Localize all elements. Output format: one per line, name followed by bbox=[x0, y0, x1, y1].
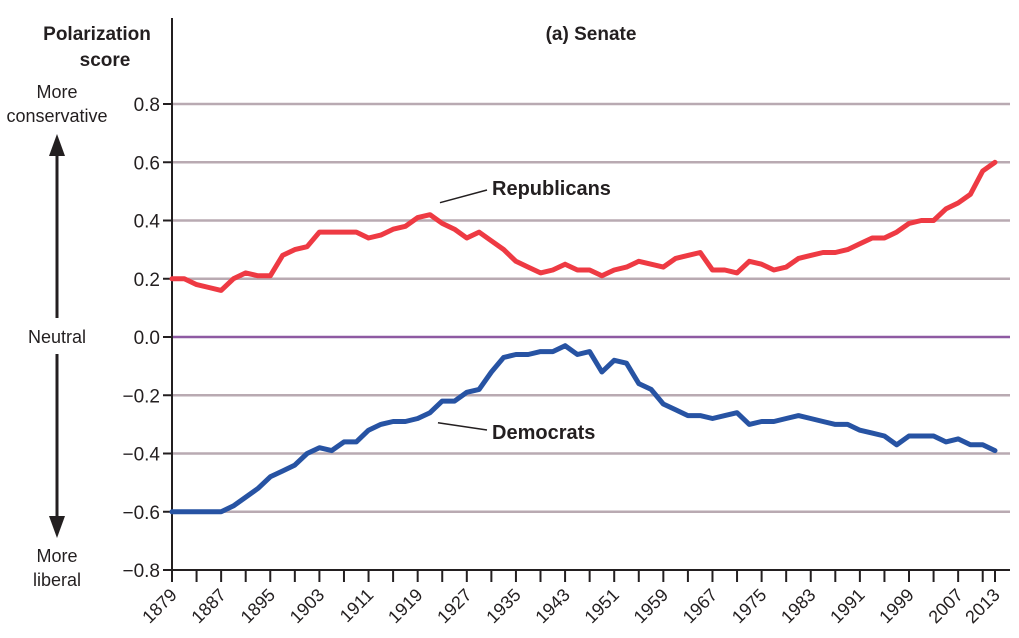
annotation-leader-democrats bbox=[438, 423, 487, 430]
gridlines bbox=[172, 18, 1010, 571]
y-tick-label: 0.4 bbox=[134, 212, 161, 233]
x-tick-label: 1991 bbox=[826, 585, 868, 627]
x-tick-label: 1927 bbox=[433, 585, 475, 627]
x-tick-label: 1903 bbox=[286, 585, 328, 627]
more-liberal-label-line1: More bbox=[36, 546, 77, 566]
more-liberal-label-line2: liberal bbox=[33, 570, 81, 590]
y-axis-title-line1: Polarization bbox=[43, 24, 151, 45]
y-tick-label: −0.8 bbox=[122, 561, 160, 582]
y-tick-label: 0.0 bbox=[134, 328, 160, 349]
x-tick-label: 1887 bbox=[188, 585, 230, 627]
x-axis-ticks: 1879 1887 1895 1903 1911 1919 1927 1935 1943 1951… bbox=[138, 570, 1003, 627]
y-tick-label: 0.8 bbox=[134, 95, 160, 116]
x-tick-label: 1935 bbox=[482, 585, 524, 627]
x-tick-label: 1943 bbox=[531, 585, 573, 627]
y-tick-label: −0.6 bbox=[122, 503, 160, 524]
x-tick-label: 1975 bbox=[728, 585, 770, 627]
neutral-label: Neutral bbox=[28, 327, 86, 347]
x-tick-label: 1999 bbox=[875, 585, 917, 627]
down-arrow-icon bbox=[49, 354, 65, 538]
chart-title: (a) Senate bbox=[546, 24, 637, 45]
x-tick-label: 1959 bbox=[630, 585, 672, 627]
x-tick-label: 1895 bbox=[237, 585, 279, 627]
x-tick-label: 1967 bbox=[679, 585, 721, 627]
more-conservative-label-line2: conservative bbox=[6, 106, 107, 126]
x-tick-label: 1879 bbox=[138, 585, 180, 627]
y-axis-title-line2: score bbox=[80, 50, 131, 71]
annotation-leader-republicans bbox=[440, 190, 487, 203]
up-arrow-icon bbox=[49, 134, 65, 318]
y-tick-label: −0.4 bbox=[122, 445, 160, 466]
annotation-democrats: Democrats bbox=[492, 422, 595, 444]
more-conservative-label-line1: More bbox=[36, 82, 77, 102]
x-tick-label: 1951 bbox=[581, 585, 623, 627]
x-tick-label: 2007 bbox=[925, 585, 967, 627]
x-tick-label: 1919 bbox=[384, 585, 426, 627]
x-tick-label: 2013 bbox=[961, 585, 1003, 627]
x-tick-label: 1983 bbox=[777, 585, 819, 627]
y-tick-label: −0.2 bbox=[122, 386, 160, 407]
annotations: Republicans Democrats bbox=[438, 178, 611, 444]
y-tick-label: 0.2 bbox=[134, 270, 160, 291]
annotation-republicans: Republicans bbox=[492, 178, 611, 200]
y-tick-label: 0.6 bbox=[134, 153, 160, 174]
x-tick-label: 1911 bbox=[336, 585, 378, 627]
y-axis-ticks: 0.8 0.6 0.4 0.2 0.0 −0.2 −0.4 −0.6 −0.8 bbox=[122, 95, 172, 582]
